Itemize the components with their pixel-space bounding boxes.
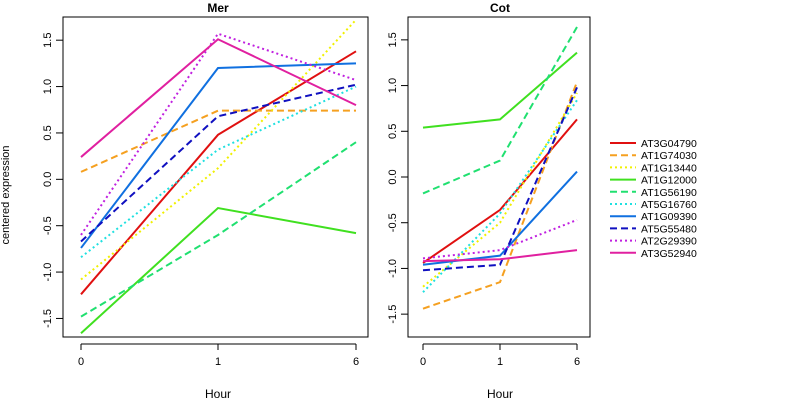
legend-label: AT3G52940	[641, 248, 697, 260]
y-tick-label: 0.0	[387, 169, 399, 184]
expression-figure: centered expression Mer Hour -1.5 -1.0 -0.…	[0, 0, 800, 400]
legend-label: AT1G12000	[641, 175, 697, 187]
x-tick-label: 0	[420, 356, 426, 368]
y-tick-label: -1.0	[42, 263, 54, 282]
y-tick-label: 0.0	[42, 172, 54, 187]
series-line-at1g13440	[81, 20, 356, 280]
y-tick-label: -1.0	[387, 259, 399, 278]
y-tick-label: 0.5	[387, 124, 399, 139]
panel-title: Cot	[490, 1, 510, 15]
series-line-at3g04790	[81, 51, 356, 294]
x-tick-label: 6	[353, 356, 359, 368]
y-tick-label: 1.0	[387, 78, 399, 93]
series-line-at1g12000	[423, 53, 577, 128]
legend-label: AT5G55480	[641, 223, 697, 235]
x-tick-label: 0	[78, 356, 84, 368]
series-line-at5g55480	[423, 87, 577, 270]
legend-label: AT1G09390	[641, 211, 697, 223]
series-line-at5g55480	[81, 85, 356, 242]
series-line-at1g13440	[423, 93, 577, 287]
y-axis-label: centered expression	[0, 145, 12, 244]
series-line-at1g09390	[81, 63, 356, 248]
y-tick-label: -0.5	[387, 213, 399, 232]
x-tick-label: 1	[497, 356, 503, 368]
legend-label: AT3G04790	[641, 138, 697, 150]
legend-label: AT1G13440	[641, 162, 697, 174]
x-axis-label: Hour	[487, 387, 513, 400]
y-tick-label: 1.0	[42, 79, 54, 94]
legend: AT3G04790AT1G74030AT1G13440AT1G12000AT1G…	[600, 133, 716, 267]
y-tick-label: 1.5	[387, 32, 399, 47]
y-tick-label: -1.5	[387, 305, 399, 324]
y-tick-label: -1.5	[42, 309, 54, 328]
series-line-at3g52940	[81, 39, 356, 157]
x-tick-label: 1	[215, 356, 221, 368]
panel-title: Mer	[207, 1, 229, 15]
series-line-at1g12000	[81, 208, 356, 333]
x-axis-label: Hour	[205, 387, 231, 400]
x-tick-label: 6	[574, 356, 580, 368]
legend-label: AT5G16760	[641, 199, 697, 211]
y-tick-label: -0.5	[42, 216, 54, 235]
legend-label: AT1G56190	[641, 187, 697, 199]
y-tick-label: 1.5	[42, 33, 54, 48]
series-line-at1g74030	[81, 111, 356, 172]
series-line-at5g16760	[81, 87, 356, 258]
panel-mer: Mer Hour -1.5 -1.0 -0.5 0.0 0.5 1.0 1.5 0 1 6	[42, 1, 368, 400]
series-line-at1g56190	[423, 27, 577, 193]
series-line-at1g09390	[423, 172, 577, 265]
panel-cot: Cot Hour -1.5 -1.0 -0.5 0.0 0.5 1.0 1.5 0 1 6	[387, 1, 590, 400]
y-tick-label: 0.5	[42, 125, 54, 140]
legend-label: AT2G29390	[641, 236, 697, 248]
legend-label: AT1G74030	[641, 150, 697, 162]
